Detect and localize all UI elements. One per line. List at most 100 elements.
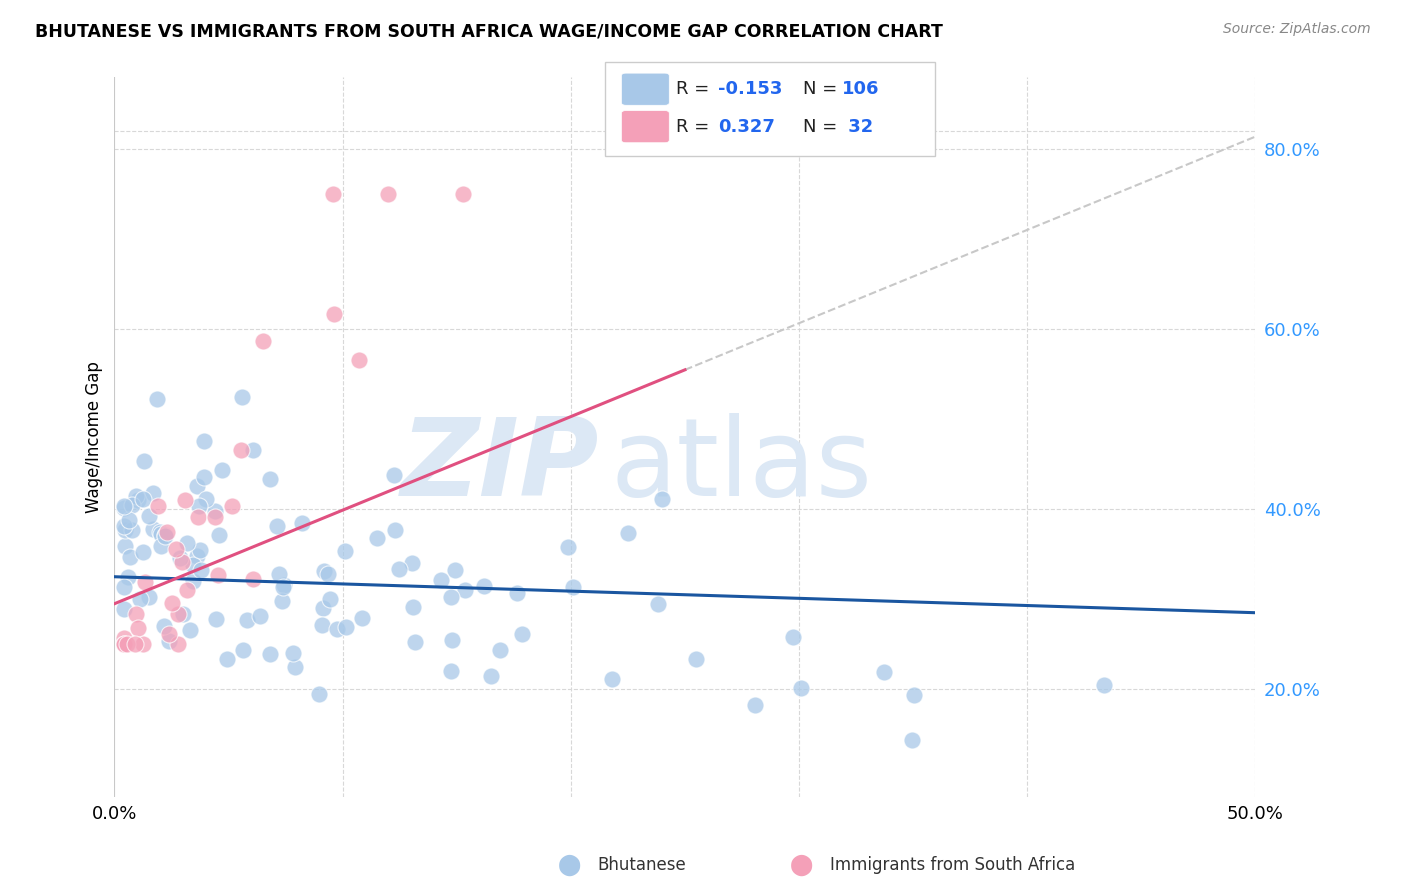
Point <box>190 563 212 577</box>
Point <box>160 596 183 610</box>
Point <box>112 500 135 515</box>
Point <box>335 620 357 634</box>
Point <box>215 652 238 666</box>
Text: Immigrants from South Africa: Immigrants from South Africa <box>830 856 1074 874</box>
Point <box>322 307 344 321</box>
Point <box>172 607 194 622</box>
Point <box>149 527 172 541</box>
Point <box>112 580 135 594</box>
Point <box>562 580 585 594</box>
Point <box>903 688 925 702</box>
Point <box>782 630 804 644</box>
Point <box>146 392 169 406</box>
Point <box>322 187 344 202</box>
Point <box>557 540 579 554</box>
Point <box>157 633 180 648</box>
Point <box>308 687 330 701</box>
Point <box>335 544 357 558</box>
Point <box>281 646 304 660</box>
Point <box>124 489 146 503</box>
Point <box>127 621 149 635</box>
Point <box>112 519 135 533</box>
Point <box>377 187 399 202</box>
Text: atlas: atlas <box>610 413 873 519</box>
Point <box>131 491 153 506</box>
Text: N =: N = <box>803 80 842 98</box>
Point <box>142 485 165 500</box>
Point <box>454 582 477 597</box>
Text: 32: 32 <box>842 118 873 136</box>
Point <box>384 523 406 537</box>
Y-axis label: Wage/Income Gap: Wage/Income Gap <box>86 361 103 513</box>
Point <box>481 669 503 683</box>
Point <box>138 590 160 604</box>
Point <box>314 564 336 578</box>
Point <box>266 518 288 533</box>
Point <box>402 599 425 614</box>
Point <box>252 334 274 348</box>
Point <box>112 499 135 513</box>
Point <box>388 562 411 576</box>
Point <box>193 470 215 484</box>
Point <box>132 545 155 559</box>
Point <box>510 627 533 641</box>
Point <box>440 591 463 605</box>
Point <box>150 539 173 553</box>
Point <box>316 567 339 582</box>
Point <box>291 516 314 530</box>
Point <box>114 523 136 537</box>
Text: R =: R = <box>676 118 716 136</box>
Text: ZIP: ZIP <box>401 413 599 519</box>
Point <box>401 556 423 570</box>
Point <box>271 594 294 608</box>
Point <box>132 454 155 468</box>
Point <box>872 665 894 680</box>
Point <box>319 592 342 607</box>
Point <box>176 582 198 597</box>
Point <box>249 609 271 624</box>
Text: ⬤: ⬤ <box>790 855 813 876</box>
Text: ⬤: ⬤ <box>558 855 581 876</box>
Point <box>124 637 146 651</box>
Point <box>207 528 229 542</box>
Point <box>506 586 529 600</box>
Point <box>188 499 211 513</box>
Point <box>232 643 254 657</box>
Point <box>176 536 198 550</box>
Point <box>207 568 229 582</box>
Point <box>132 637 155 651</box>
Point <box>121 498 143 512</box>
Point <box>174 492 197 507</box>
Point <box>153 619 176 633</box>
Point <box>489 643 512 657</box>
Point <box>229 443 252 458</box>
Point <box>129 592 152 607</box>
Point <box>647 597 669 611</box>
Text: BHUTANESE VS IMMIGRANTS FROM SOUTH AFRICA WAGE/INCOME GAP CORRELATION CHART: BHUTANESE VS IMMIGRANTS FROM SOUTH AFRIC… <box>35 22 943 40</box>
Point <box>204 510 226 524</box>
Point <box>127 493 149 508</box>
Point <box>366 531 388 545</box>
Point <box>204 504 226 518</box>
Point <box>273 578 295 592</box>
Point <box>148 499 170 513</box>
Point <box>118 549 141 564</box>
Text: Bhutanese: Bhutanese <box>598 856 686 874</box>
Point <box>155 528 177 542</box>
Point <box>181 558 204 573</box>
Point <box>242 442 264 457</box>
Text: 0.327: 0.327 <box>718 118 775 136</box>
Point <box>142 522 165 536</box>
Point <box>149 524 172 539</box>
Point <box>112 637 135 651</box>
Point <box>186 549 208 563</box>
Point <box>134 575 156 590</box>
Point <box>167 637 190 651</box>
Point <box>179 624 201 638</box>
Point <box>186 479 208 493</box>
Point <box>242 572 264 586</box>
Point <box>221 499 243 513</box>
Point <box>451 187 474 202</box>
Point <box>138 509 160 524</box>
Point <box>269 567 291 582</box>
